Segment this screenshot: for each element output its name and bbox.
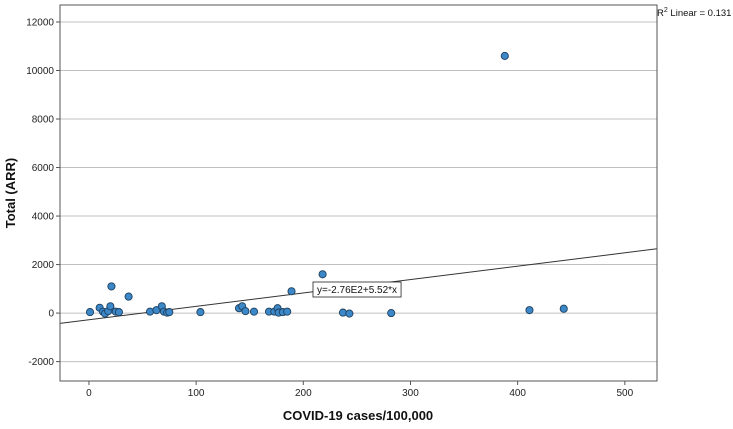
- data-point: [283, 307, 292, 316]
- data-point: [85, 308, 95, 317]
- y-tick-label: 4000: [32, 212, 55, 223]
- data-point: [249, 307, 259, 316]
- y-tick-label: 12000: [26, 17, 54, 28]
- r2-label-suffix: Linear = 0.131: [668, 8, 732, 19]
- y-tick-label: 0: [48, 309, 54, 320]
- data-point: [287, 287, 296, 296]
- data-point: [124, 292, 133, 301]
- data-point: [196, 308, 205, 317]
- x-tick-label: 400: [509, 388, 526, 399]
- data-point: [559, 304, 568, 313]
- data-point: [318, 270, 327, 279]
- y-tick-label: 2000: [32, 260, 55, 271]
- x-tick-label: 0: [86, 388, 92, 399]
- x-tick-label: 100: [188, 388, 205, 399]
- r2-linear-label: R2 Linear = 0.131: [657, 7, 731, 19]
- y-axis-ticks: -2000 0 2000 4000 6000 8000 10000 12000: [26, 17, 60, 368]
- x-tick-label: 200: [295, 388, 312, 399]
- y-tick-label: -2000: [28, 357, 54, 368]
- r2-label-superscript: 2: [664, 7, 668, 14]
- y-axis-title: Total (ARR): [3, 158, 18, 229]
- plot-area-frame: [59, 4, 658, 382]
- gridlines: [60, 21, 657, 363]
- data-point: [114, 308, 123, 317]
- data-point: [525, 306, 534, 315]
- fit-equation-label: y=-2.76E2+5.52*x: [317, 285, 397, 296]
- x-tick-label: 500: [617, 388, 634, 399]
- x-axis-title: COVID-19 cases/100,000: [283, 408, 433, 423]
- y-tick-label: 10000: [26, 66, 54, 77]
- r2-label-prefix: R: [657, 8, 664, 19]
- data-point: [145, 307, 155, 316]
- data-point: [165, 308, 174, 317]
- x-tick-label: 300: [402, 388, 419, 399]
- data-point: [345, 309, 354, 318]
- y-tick-label: 8000: [32, 115, 55, 126]
- data-point: [241, 307, 250, 316]
- data-point: [152, 306, 161, 315]
- data-points: [85, 51, 568, 318]
- x-axis-ticks: 0 100 200 300 400 500: [86, 381, 634, 399]
- data-point: [500, 51, 509, 60]
- data-point: [387, 309, 396, 318]
- y-tick-label: 6000: [32, 163, 55, 174]
- fit-equation-box: y=-2.76E2+5.52*x: [312, 281, 402, 298]
- data-point: [107, 282, 116, 291]
- fit-equation-frame: [312, 281, 402, 298]
- data-point: [106, 302, 115, 311]
